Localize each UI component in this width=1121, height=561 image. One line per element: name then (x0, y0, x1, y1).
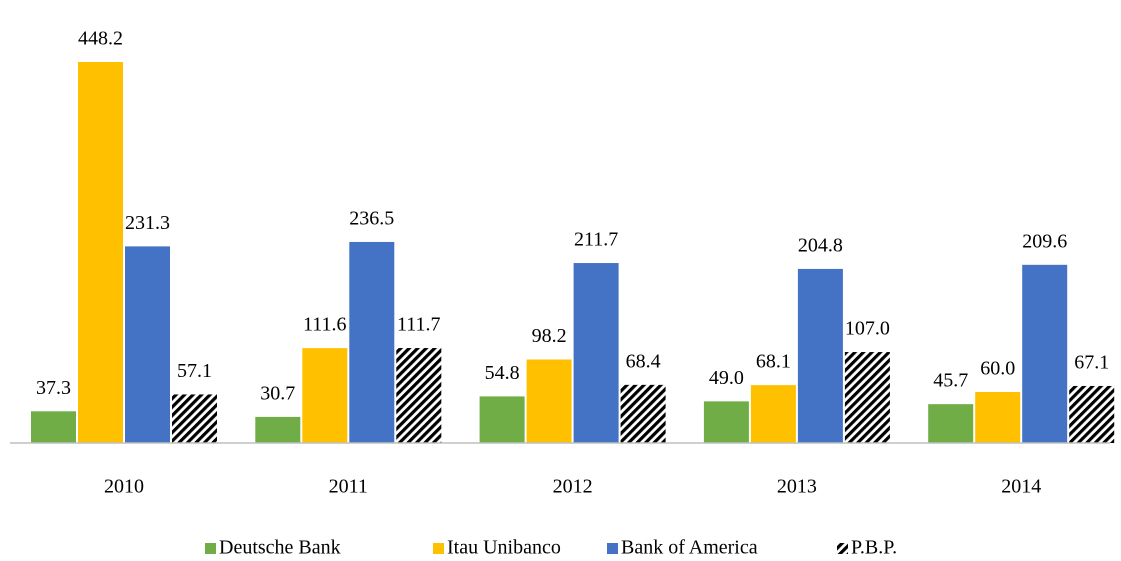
data-label: 211.7 (574, 229, 618, 251)
data-label: 68.4 (626, 350, 661, 372)
legend-label: P.B.P. (851, 537, 897, 559)
data-label: 209.6 (1022, 230, 1067, 252)
x-tick-label: 2014 (1001, 476, 1041, 498)
data-label: 448.2 (78, 28, 123, 50)
bar (349, 241, 395, 443)
bar (797, 268, 843, 443)
x-tick-label: 2010 (104, 476, 144, 498)
bar (172, 394, 217, 443)
data-label: 60.0 (980, 358, 1015, 380)
bar (1022, 264, 1068, 443)
data-label: 57.1 (177, 360, 212, 382)
data-label: 67.1 (1074, 352, 1109, 374)
bar (125, 246, 170, 443)
legend-label: Bank of America (621, 537, 758, 559)
legend-swatch (205, 543, 216, 554)
legend-swatch (837, 543, 848, 554)
bar (396, 348, 442, 443)
bar (573, 263, 619, 443)
bar (78, 62, 123, 443)
data-label: 98.2 (532, 325, 567, 347)
bar (620, 384, 666, 443)
legend-swatch (433, 543, 444, 554)
data-label: 111.6 (303, 314, 347, 336)
data-label: 49.0 (709, 367, 744, 389)
bar (31, 411, 76, 443)
bar (302, 348, 348, 443)
legend-label: Itau Unibanco (447, 537, 561, 559)
data-label: 68.1 (756, 351, 791, 373)
bar (1069, 385, 1115, 443)
bar (526, 359, 572, 443)
legend-swatch (607, 543, 618, 554)
bar (928, 404, 974, 443)
bar (975, 391, 1021, 443)
bar (844, 352, 890, 443)
data-label: 54.8 (485, 362, 520, 384)
data-label: 204.8 (798, 235, 843, 257)
data-label: 107.0 (845, 318, 890, 340)
data-label: 30.7 (260, 382, 295, 404)
data-label: 37.3 (36, 377, 71, 399)
x-tick-label: 2013 (777, 476, 817, 498)
data-label: 236.5 (349, 208, 394, 230)
legend-label: Deutsche Bank (219, 537, 341, 559)
data-label: 45.7 (933, 370, 968, 392)
data-label: 111.7 (397, 314, 441, 336)
bar (703, 401, 749, 443)
bar (255, 416, 301, 443)
data-label: 231.3 (125, 212, 170, 234)
bar (750, 385, 796, 443)
bar (479, 396, 525, 443)
x-tick-label: 2011 (329, 476, 368, 498)
x-tick-label: 2012 (553, 476, 593, 498)
